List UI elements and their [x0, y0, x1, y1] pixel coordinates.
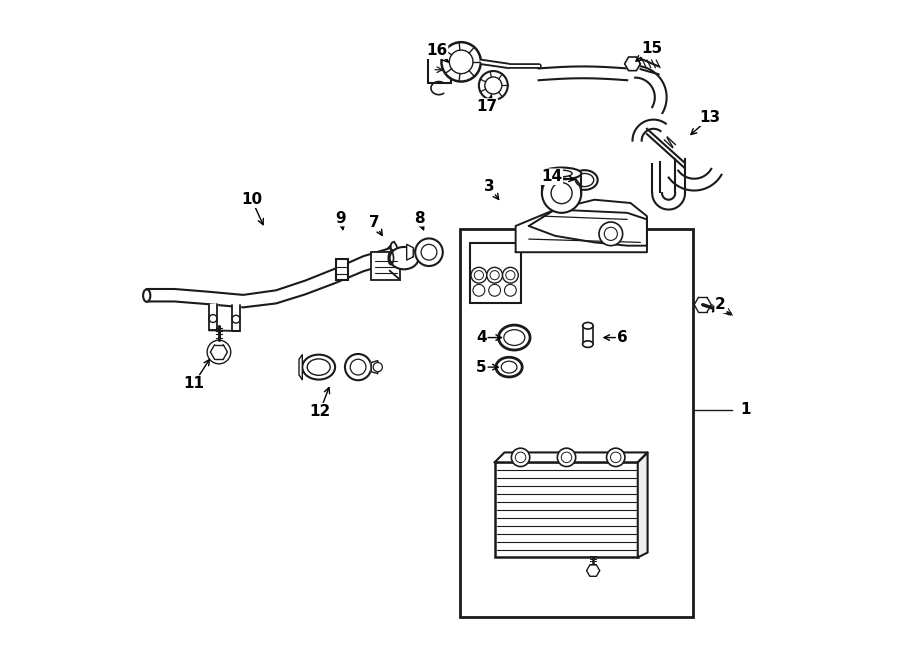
Text: 14: 14 — [541, 169, 562, 184]
Ellipse shape — [582, 341, 593, 348]
Bar — [428, 56, 451, 83]
Ellipse shape — [499, 325, 530, 350]
Text: 5: 5 — [476, 359, 487, 375]
Polygon shape — [638, 452, 648, 557]
Circle shape — [487, 267, 502, 283]
Circle shape — [471, 267, 487, 283]
Polygon shape — [407, 244, 413, 260]
Circle shape — [511, 448, 530, 467]
Circle shape — [505, 285, 517, 296]
Ellipse shape — [582, 322, 593, 329]
Polygon shape — [516, 210, 647, 252]
Bar — [470, 243, 521, 303]
Ellipse shape — [143, 289, 150, 302]
Text: 10: 10 — [241, 192, 262, 207]
Text: 13: 13 — [699, 110, 721, 125]
Text: 9: 9 — [336, 211, 346, 226]
Text: 16: 16 — [427, 43, 447, 58]
Circle shape — [542, 173, 581, 213]
Polygon shape — [625, 57, 641, 71]
Polygon shape — [529, 200, 647, 246]
Text: 15: 15 — [642, 41, 662, 56]
Circle shape — [489, 285, 500, 296]
Text: 1: 1 — [740, 402, 751, 417]
Text: 4: 4 — [476, 330, 487, 345]
Text: 7: 7 — [369, 215, 380, 230]
Ellipse shape — [542, 167, 581, 179]
Bar — [336, 260, 347, 281]
Polygon shape — [495, 452, 648, 462]
Polygon shape — [371, 361, 378, 373]
Polygon shape — [587, 565, 599, 577]
Circle shape — [374, 363, 382, 371]
Text: 6: 6 — [616, 330, 627, 345]
Text: 12: 12 — [310, 404, 330, 418]
Text: 2: 2 — [716, 297, 725, 312]
Text: 8: 8 — [414, 211, 425, 226]
Ellipse shape — [390, 247, 418, 269]
Ellipse shape — [302, 355, 335, 379]
Polygon shape — [209, 304, 217, 330]
Text: 17: 17 — [476, 99, 498, 114]
Text: 11: 11 — [184, 376, 204, 391]
Circle shape — [502, 267, 518, 283]
Ellipse shape — [391, 242, 398, 257]
Polygon shape — [299, 355, 302, 379]
Bar — [495, 462, 638, 557]
Circle shape — [442, 42, 481, 81]
Circle shape — [473, 285, 485, 296]
Circle shape — [345, 354, 371, 380]
Circle shape — [207, 340, 230, 364]
Circle shape — [607, 448, 625, 467]
Polygon shape — [232, 305, 240, 331]
Bar — [460, 229, 693, 616]
Circle shape — [599, 222, 623, 246]
Ellipse shape — [572, 170, 598, 190]
Bar — [371, 252, 400, 280]
PathPatch shape — [147, 249, 388, 307]
Circle shape — [479, 71, 508, 100]
Circle shape — [557, 448, 576, 467]
Ellipse shape — [496, 357, 522, 377]
Text: 3: 3 — [484, 179, 495, 194]
Circle shape — [415, 238, 443, 266]
